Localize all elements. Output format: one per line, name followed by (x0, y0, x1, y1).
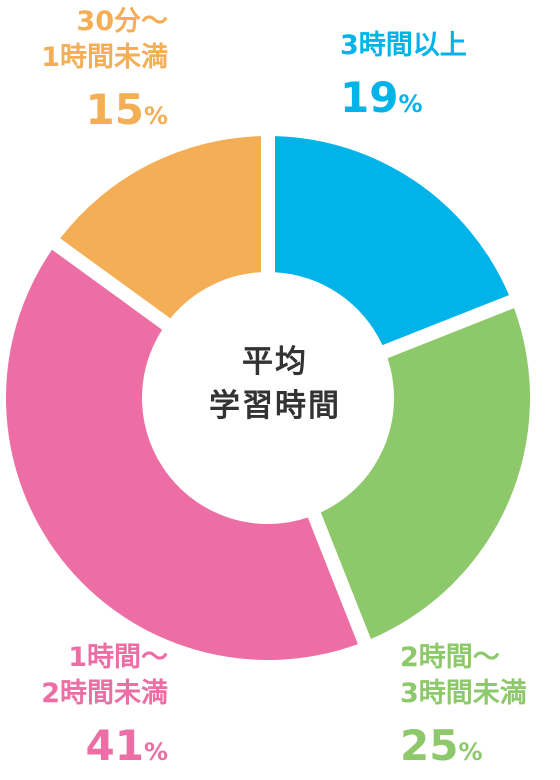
donut-slice-0 (275, 136, 509, 346)
slice-label-1h-to-2h: 1時間～ 2時間未満 41% (0, 640, 168, 780)
slice-name: 3時間以上 (340, 30, 467, 61)
donut-slice-2 (6, 249, 358, 660)
slice-value: 19 (340, 73, 399, 122)
slice-label-30m-to-1h: 30分～ 1時間未満 15% (0, 4, 168, 144)
donut-slice-3 (60, 136, 262, 319)
slice-value: 25 (400, 721, 459, 770)
slice-value: 15 (85, 85, 144, 134)
slice-name: 3時間未満 (400, 678, 527, 709)
chart-title: 平均 学習時間 (160, 340, 390, 428)
chart-title-line-1: 平均 (242, 344, 308, 380)
donut-slice-1 (320, 308, 531, 639)
percent-unit: % (398, 90, 423, 118)
slice-name: 1時間未満 (41, 42, 168, 73)
percent-unit: % (458, 738, 483, 766)
slice-percent: 25% (400, 718, 527, 780)
slice-label-3h-or-more: 3時間以上 19% (340, 28, 467, 132)
slice-percent: 19% (340, 70, 467, 132)
slice-percent: 15% (0, 82, 169, 144)
slice-percent: 41% (0, 718, 169, 780)
slice-name: 1時間～ (68, 642, 168, 673)
percent-unit: % (143, 102, 168, 130)
slice-name: 2時間～ (400, 642, 500, 673)
chart-title-line-2: 学習時間 (209, 388, 341, 424)
percent-unit: % (143, 738, 168, 766)
slice-label-2h-to-3h: 2時間～ 3時間未満 25% (400, 640, 527, 780)
slice-name: 30分～ (76, 6, 168, 37)
slice-value: 41 (85, 721, 144, 770)
slice-name: 2時間未満 (41, 678, 168, 709)
